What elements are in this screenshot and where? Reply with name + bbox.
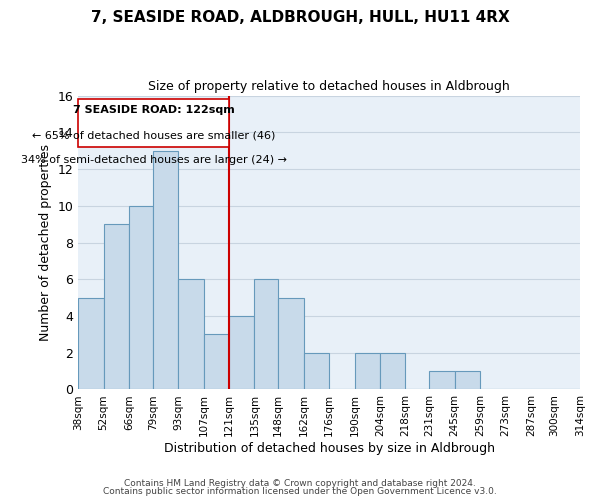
Title: Size of property relative to detached houses in Aldbrough: Size of property relative to detached ho… <box>148 80 510 93</box>
Text: 34% of semi-detached houses are larger (24) →: 34% of semi-detached houses are larger (… <box>20 155 287 165</box>
Bar <box>178 279 203 390</box>
Bar <box>455 371 480 390</box>
Bar <box>254 279 278 390</box>
Bar <box>278 298 304 390</box>
Bar <box>355 352 380 390</box>
Text: 7, SEASIDE ROAD, ALDBROUGH, HULL, HU11 4RX: 7, SEASIDE ROAD, ALDBROUGH, HULL, HU11 4… <box>91 10 509 25</box>
Bar <box>129 206 152 390</box>
X-axis label: Distribution of detached houses by size in Aldbrough: Distribution of detached houses by size … <box>164 442 494 455</box>
Bar <box>304 352 329 390</box>
Text: Contains HM Land Registry data © Crown copyright and database right 2024.: Contains HM Land Registry data © Crown c… <box>124 478 476 488</box>
Bar <box>429 371 455 390</box>
Bar <box>78 298 104 390</box>
Bar <box>203 334 229 390</box>
Bar <box>380 352 406 390</box>
FancyBboxPatch shape <box>78 99 229 147</box>
Text: ← 65% of detached houses are smaller (46): ← 65% of detached houses are smaller (46… <box>32 130 275 140</box>
Text: Contains public sector information licensed under the Open Government Licence v3: Contains public sector information licen… <box>103 487 497 496</box>
Y-axis label: Number of detached properties: Number of detached properties <box>39 144 52 341</box>
Text: 7 SEASIDE ROAD: 122sqm: 7 SEASIDE ROAD: 122sqm <box>73 105 235 115</box>
Bar <box>104 224 129 390</box>
Bar <box>229 316 254 390</box>
Bar <box>152 150 178 390</box>
